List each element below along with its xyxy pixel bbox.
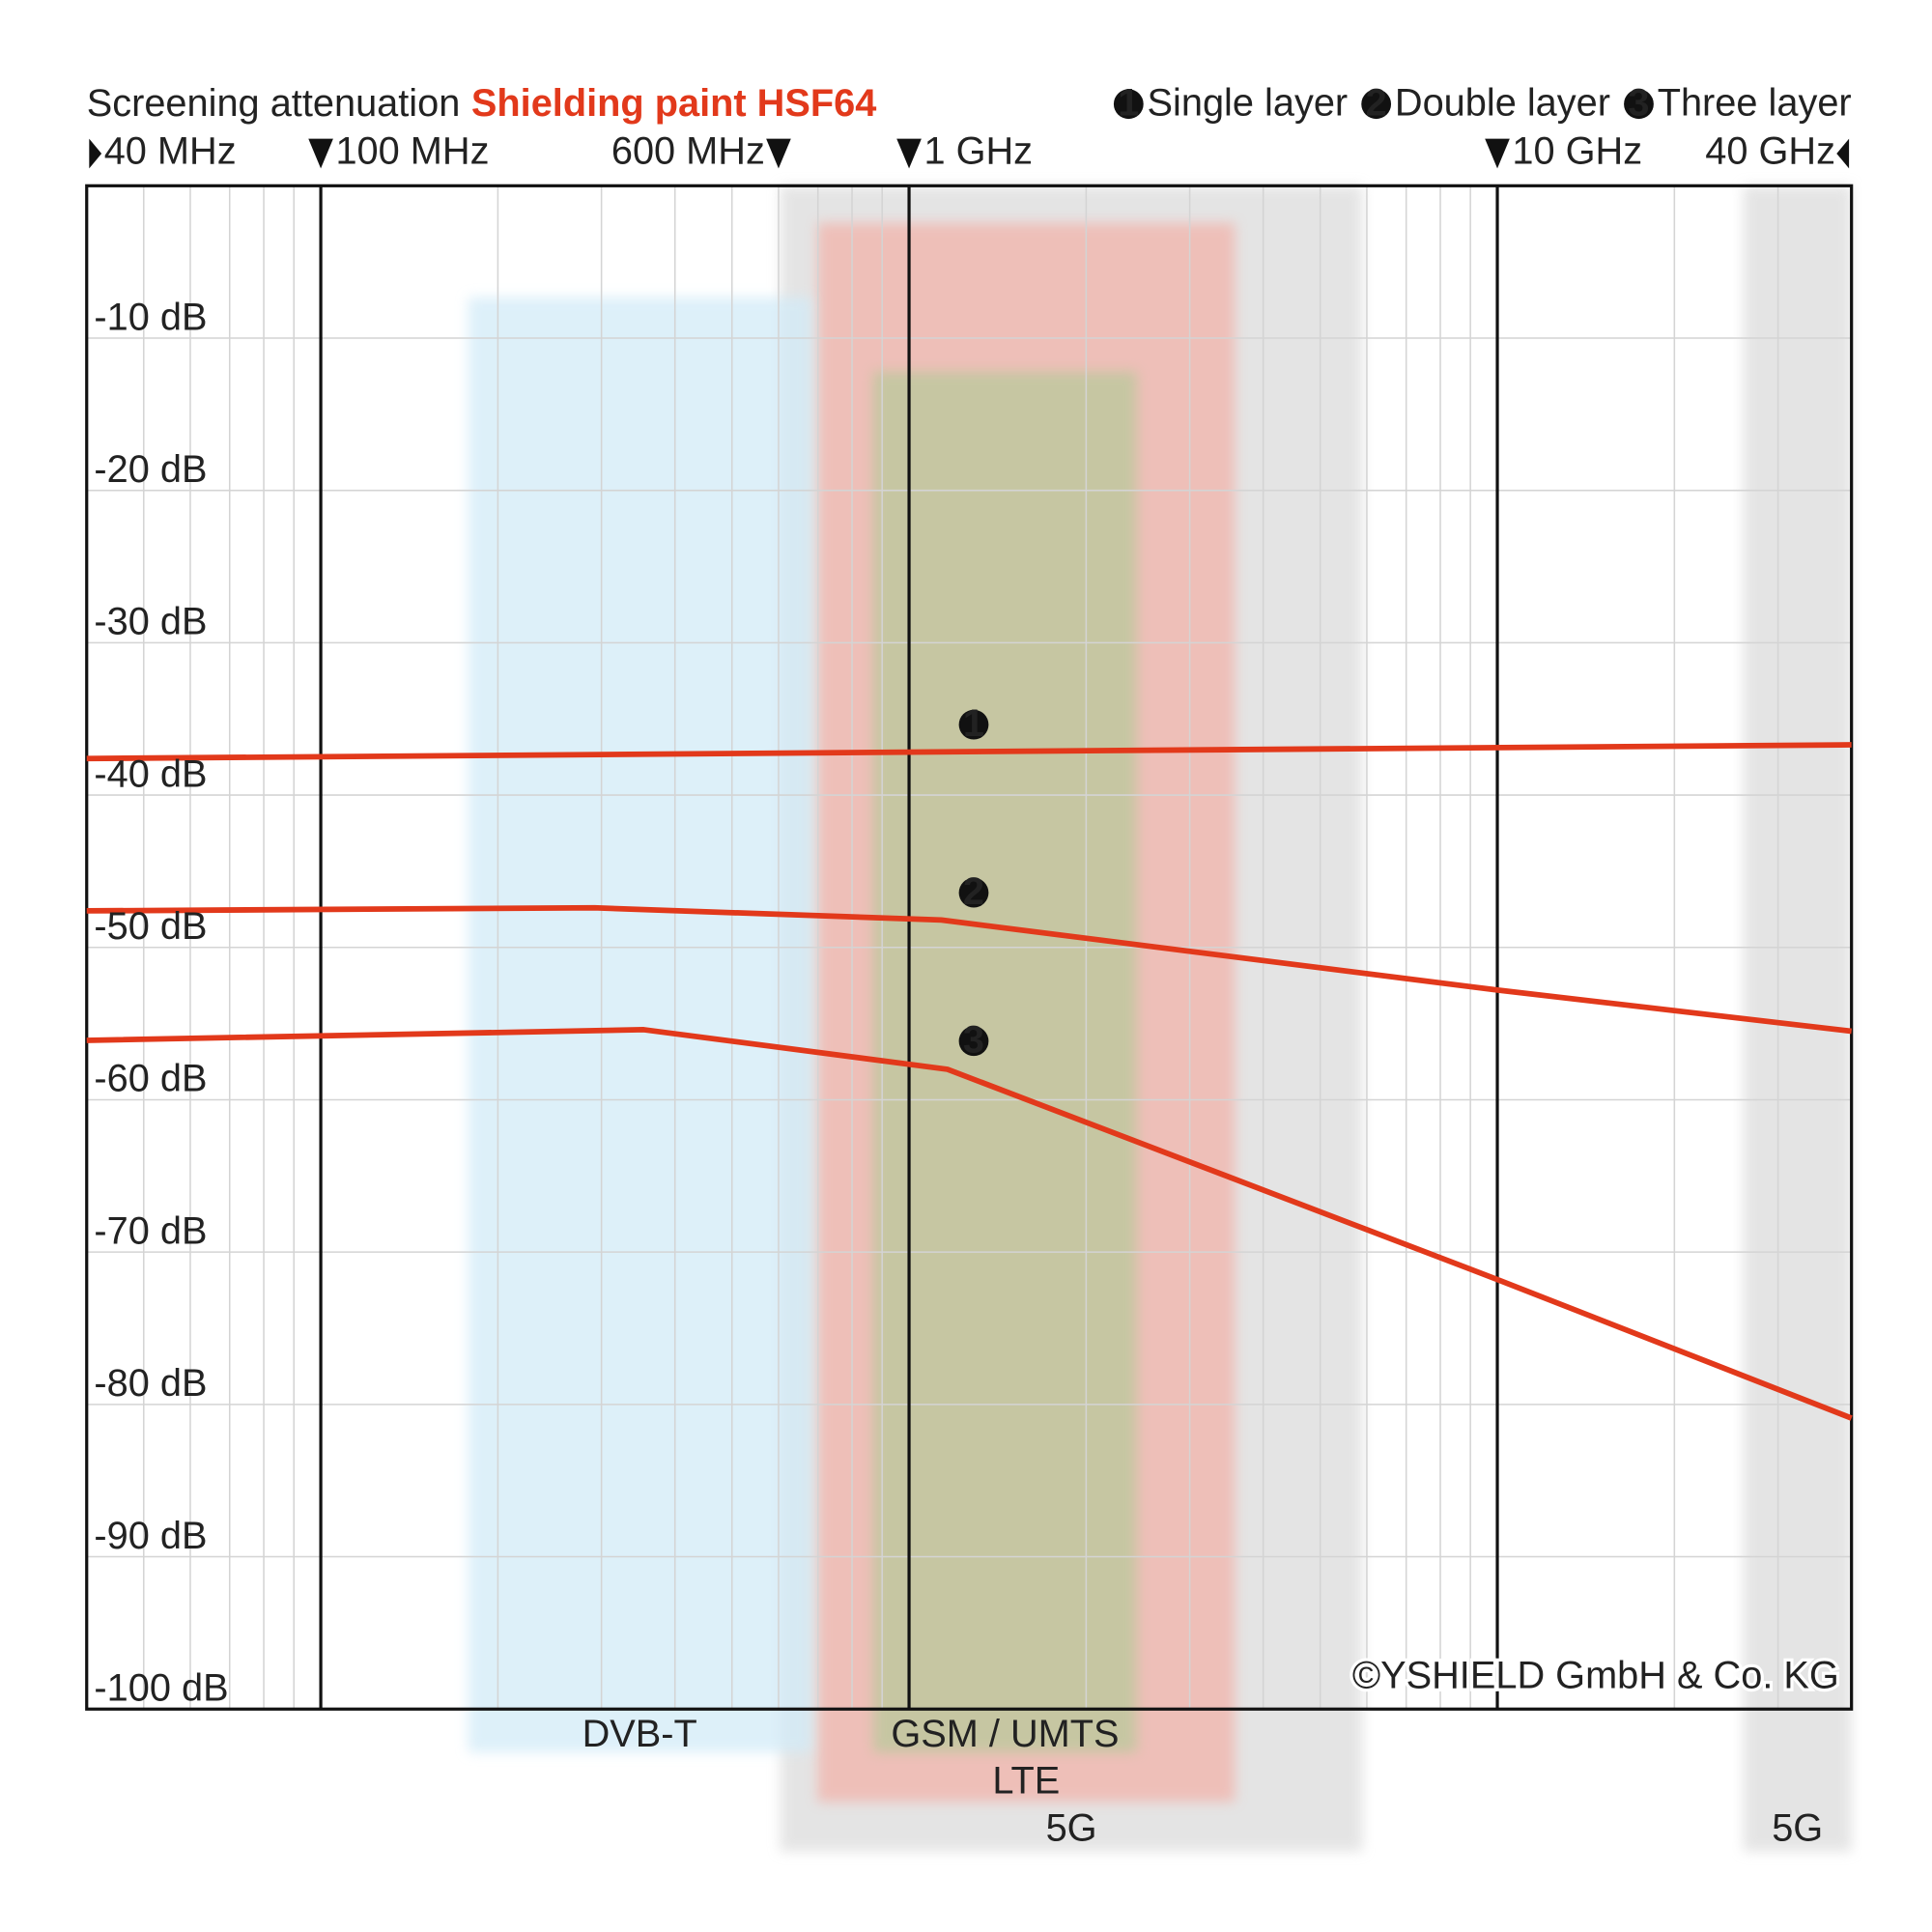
marker-number: 2 [1366,81,1387,124]
y-tick-label: -70 dB [94,1209,207,1252]
marker-badge [958,877,989,908]
x-tick-label: 1 GHz [923,129,1033,172]
tick-arrow [1836,138,1850,169]
x-tick-label: 40 MHz [104,129,237,172]
product-name: Shielding paint HSF64 [471,81,876,124]
band-label: DVB-T [582,1713,697,1755]
x-tick-label: 40 GHz [1705,129,1835,172]
marker-badge [1624,89,1654,120]
marker-number: 1 [963,702,984,745]
marker-badge [1113,89,1144,120]
tick-arrow [896,138,922,169]
y-tick-label: -10 dB [94,296,207,338]
band [468,297,811,1753]
x-tick-label: 600 MHz [611,129,765,172]
tick-arrow [89,138,102,169]
y-tick-label: -50 dB [94,905,207,948]
legend-label: Single layer [1148,81,1349,124]
copyright: ©YSHIELD GmbH & Co. KG [1352,1655,1839,1697]
y-tick-label: -60 dB [94,1058,207,1100]
x-tick-label: 10 GHz [1512,129,1642,172]
x-tick-label: 100 MHz [335,129,489,172]
marker-badge [958,709,989,740]
band-label: 5G [1772,1806,1823,1849]
series-line [86,1027,1853,1421]
series-line [86,904,1852,1035]
y-tick-label: -80 dB [94,1362,207,1405]
marker-number: 1 [1118,81,1139,124]
y-tick-label: -90 dB [94,1515,207,1557]
plot-frame [85,184,1854,1711]
legend-label: Three layer [1658,81,1852,124]
tick-arrow [308,138,333,169]
series-line [86,742,1852,762]
chart-title: Screening attenuation Shielding paint HSF… [87,81,877,124]
y-tick-label: -20 dB [94,448,207,491]
tick-arrow [766,138,791,169]
marker-number: 2 [963,870,984,913]
y-tick-label: -40 dB [94,753,207,795]
bands [468,185,1852,1852]
band [872,371,1137,1753]
lines [86,742,1853,1421]
marker-number: 3 [1628,81,1649,124]
marker-number: 3 [963,1019,984,1062]
grid [85,184,1854,1711]
y-tick-label: -30 dB [94,601,207,643]
tick-arrow [1485,138,1510,169]
legend-label: Double layer [1395,81,1610,124]
y-tick-label: -100 dB [94,1666,228,1709]
marker-badge [1361,89,1392,120]
band-label: 5G [1046,1806,1097,1849]
title: Screening attenuation [87,81,461,124]
marker-badge [958,1026,989,1057]
band-label: GSM / UMTS [891,1713,1119,1755]
band-label: LTE [992,1760,1060,1803]
